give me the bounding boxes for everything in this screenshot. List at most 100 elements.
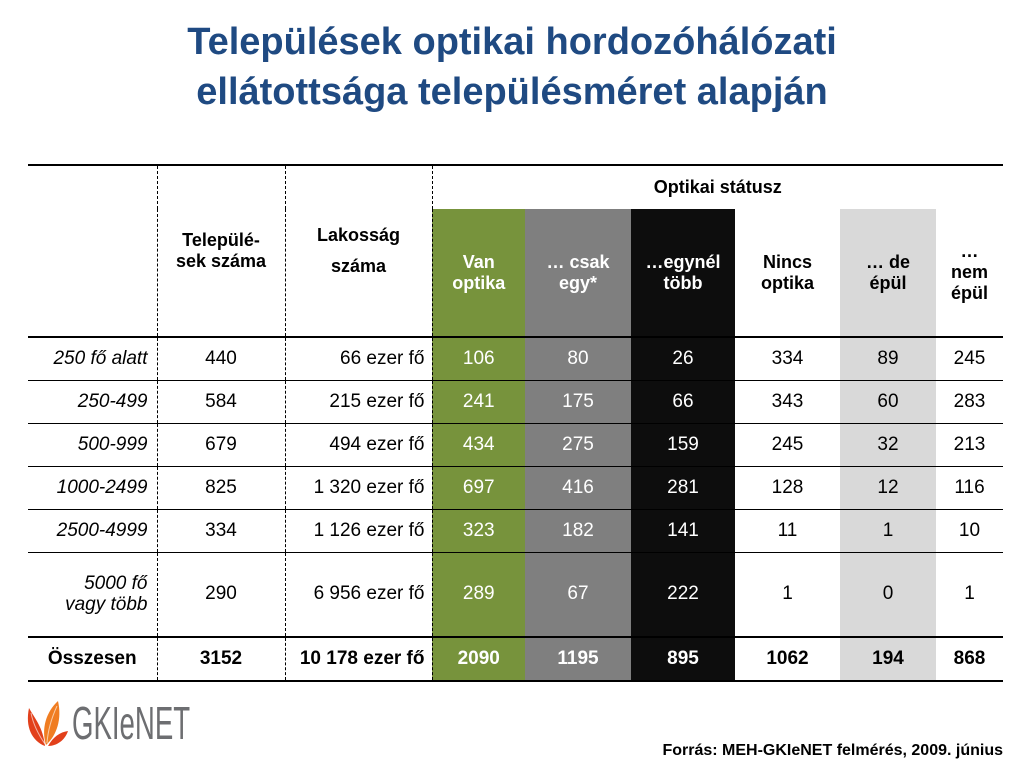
header-has-optics-line: Van	[462, 251, 495, 272]
cell-not-under-construction: 1	[936, 552, 1003, 638]
row-label-text: 250 fő alatt	[53, 348, 148, 370]
cell-population: 1 320 ezer fő	[285, 466, 433, 510]
cell-population: 66 ezer fő	[285, 337, 433, 381]
cell-not-under-construction: 10	[936, 509, 1003, 553]
cell-only-one: 175	[525, 380, 631, 424]
cell-only-one: 275	[525, 423, 631, 467]
row-label: 5000 fő vagy több	[28, 552, 158, 638]
row-label-text: 2500-4999	[56, 520, 148, 541]
cell-under-construction: 1	[840, 509, 936, 553]
header-only-one: … csak egy*	[525, 209, 631, 338]
cell-under-construction: 60	[840, 380, 936, 424]
row-label: 1000-2499	[28, 466, 158, 510]
total-settlements: 3152	[157, 637, 286, 682]
cell-no-optics: 1	[735, 552, 840, 638]
cell-has-optics: 434	[432, 423, 525, 467]
cell-no-optics: 334	[735, 337, 840, 381]
cell-under-construction: 89	[840, 337, 936, 381]
cell-more-than-one: 281	[631, 466, 735, 510]
cell-no-optics: 343	[735, 380, 840, 424]
cell-not-under-construction: 245	[936, 337, 1003, 381]
cell-population: 494 ezer fő	[285, 423, 433, 467]
header-population-line: száma	[330, 256, 387, 276]
total-more-than-one: 895	[631, 637, 735, 682]
total-not-under-construction: 868	[936, 637, 1003, 682]
cell-only-one: 416	[525, 466, 631, 510]
cell-has-optics: 289	[432, 552, 525, 638]
cell-has-optics: 106	[432, 337, 525, 381]
cell-settlements: 290	[157, 552, 286, 638]
header-more-than-one-line: több	[663, 272, 703, 293]
total-only-one: 1195	[525, 637, 631, 682]
row-label: 2500-4999	[28, 509, 158, 553]
slide-title-line: ellátottsága településméret alapján	[196, 71, 828, 113]
cell-population: 6 956 ezer fő	[285, 552, 433, 638]
logo-text: GKIeNET	[72, 697, 191, 749]
cell-has-optics: 697	[432, 466, 525, 510]
table-row: 500-999 679 494 ezer fő 434 275 159 245 …	[28, 423, 1003, 467]
cell-settlements: 679	[157, 423, 286, 467]
cell-under-construction: 12	[840, 466, 936, 510]
cell-settlements: 440	[157, 337, 286, 381]
header-only-one-line: egy*	[558, 272, 598, 293]
cell-only-one: 67	[525, 552, 631, 638]
cell-under-construction: 32	[840, 423, 936, 467]
row-label-text: 5000 fő	[84, 573, 148, 595]
slide-title: Települések optikai hordozóhálózati ellá…	[0, 17, 1024, 117]
total-has-optics: 2090	[432, 637, 525, 682]
header-settlements-line: sek száma	[175, 251, 267, 271]
cell-no-optics: 245	[735, 423, 840, 467]
total-population: 10 178 ezer fő	[285, 637, 433, 682]
cell-has-optics: 323	[432, 509, 525, 553]
cell-more-than-one: 222	[631, 552, 735, 638]
header-row-status: Van optika … csak egy* …egynél több Ninc…	[28, 209, 1003, 338]
table-row: 1000-2499 825 1 320 ezer fő 697 416 281 …	[28, 466, 1003, 510]
header-not-under-construction-line: épül	[950, 283, 988, 303]
row-label-text: 1000-2499	[56, 477, 148, 498]
row-label-text: 500-999	[77, 434, 148, 455]
cell-only-one: 182	[525, 509, 631, 553]
header-population: Lakosság száma	[285, 164, 433, 338]
cell-under-construction: 0	[840, 552, 936, 638]
row-label: 250-499	[28, 380, 158, 424]
header-optical-status: Optikai státusz	[432, 164, 1003, 209]
slide-title-line: Települések optikai hordozóhálózati	[187, 21, 837, 63]
header-settlements-line: Települé-	[182, 230, 260, 250]
row-label-text: 250-499	[77, 391, 148, 412]
cell-more-than-one: 159	[631, 423, 735, 467]
cell-has-optics: 241	[432, 380, 525, 424]
header-settlements: Települé- sek száma	[157, 164, 286, 338]
source-note: Forrás: MEH-GKIeNET felmérés, 2009. júni…	[662, 742, 1003, 759]
cell-more-than-one: 66	[631, 380, 735, 424]
header-not-under-construction-line: nem	[950, 262, 988, 282]
header-has-optics: Van optika	[432, 209, 525, 338]
cell-population: 1 126 ezer fő	[285, 509, 433, 553]
header-not-under-construction: … nem épül	[936, 209, 1003, 338]
header-corner	[28, 164, 158, 338]
cell-more-than-one: 141	[631, 509, 735, 553]
cell-population: 215 ezer fő	[285, 380, 433, 424]
header-under-construction-line: épül	[869, 272, 907, 293]
cell-settlements: 334	[157, 509, 286, 553]
settlement-optics-table: Települé- sek száma Lakosság száma Optik…	[28, 164, 1003, 682]
header-population-line: Lakosság	[316, 225, 401, 245]
header-row-group: Települé- sek száma Lakosság száma Optik…	[28, 164, 1003, 338]
header-under-construction-line: … de	[865, 251, 910, 272]
header-under-construction: … de épül	[840, 209, 936, 338]
cell-not-under-construction: 213	[936, 423, 1003, 467]
table-row: 250 fő alatt 440 66 ezer fő 106 80 26 33…	[28, 337, 1003, 381]
leaf-flame-icon	[27, 701, 68, 746]
gkienet-logo: GKIeNET	[24, 699, 224, 749]
total-label: Összesen	[28, 637, 158, 682]
row-label: 250 fő alatt	[28, 337, 158, 381]
header-only-one-line: … csak	[546, 251, 610, 272]
cell-no-optics: 128	[735, 466, 840, 510]
row-label-text: vagy több	[65, 594, 148, 616]
cell-more-than-one: 26	[631, 337, 735, 381]
header-not-under-construction-line: …	[960, 241, 979, 261]
cell-only-one: 80	[525, 337, 631, 381]
header-has-optics-line: optika	[452, 272, 506, 293]
cell-not-under-construction: 116	[936, 466, 1003, 510]
table-row: 5000 fő vagy több 290 6 956 ezer fő 289 …	[28, 552, 1003, 638]
header-no-optics-line: optika	[760, 272, 814, 293]
